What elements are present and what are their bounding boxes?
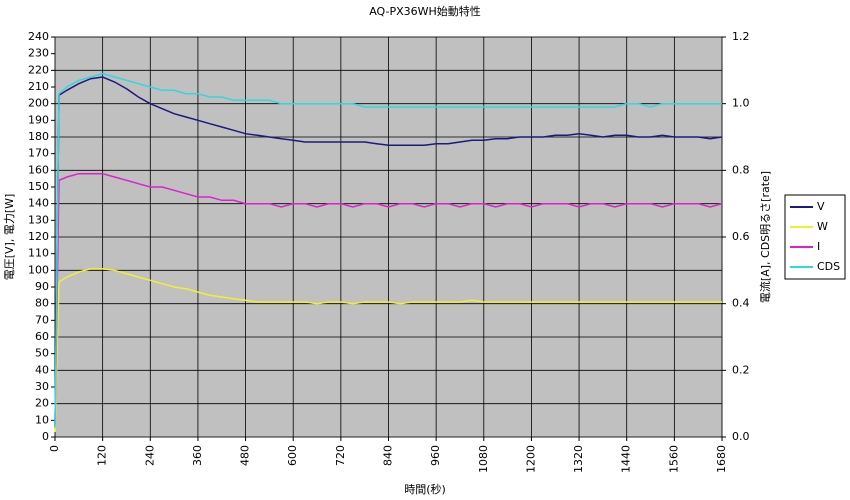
y2-tick-label: 1.2	[732, 30, 750, 43]
y-tick-label: 240	[28, 30, 49, 43]
y-tick-label: 70	[35, 313, 49, 326]
x-axis-label: 時間(秒)	[404, 482, 446, 496]
y-tick-label: 20	[35, 397, 49, 410]
y2-tick-label: 0.6	[732, 230, 750, 243]
x-tick-label: 720	[334, 445, 347, 466]
y-tick-label: 90	[35, 280, 49, 293]
legend-box	[784, 194, 846, 280]
x-tick-label: 1080	[477, 445, 490, 473]
x-tick-label: 1560	[667, 445, 680, 473]
y-tick-label: 210	[28, 80, 49, 93]
y2-axis-label: 電流[A], CDS明るさ[rate]	[758, 171, 772, 303]
x-tick-label: 1200	[524, 445, 537, 473]
legend-label: CDS	[817, 260, 840, 273]
y-tick-label: 230	[28, 47, 49, 60]
legend-label: W	[817, 220, 828, 233]
series-line	[54, 72, 722, 428]
legend-label: I	[817, 240, 820, 253]
x-tick-label: 480	[239, 445, 252, 466]
y-tick-label: 40	[35, 363, 49, 376]
legend-label: V	[817, 200, 825, 213]
y-tick-label: 140	[28, 197, 49, 210]
x-tick-label: 1320	[572, 445, 585, 473]
series-line	[54, 172, 723, 424]
y2-tick-label: 0.8	[732, 163, 750, 176]
x-tick-label: 360	[191, 445, 204, 466]
y-tick-label: 60	[35, 330, 49, 343]
y-tick-label: 0	[42, 430, 49, 443]
x-tick-label: 840	[382, 445, 395, 466]
y2-tick-label: 0.2	[732, 363, 750, 376]
y-tick-label: 160	[28, 163, 49, 176]
x-tick-label: 120	[96, 445, 109, 466]
y-tick-label: 150	[28, 180, 49, 193]
x-tick-label: 600	[286, 445, 299, 466]
y-tick-label: 10	[35, 413, 49, 426]
y-tick-label: 110	[28, 247, 49, 260]
x-tick-label: 960	[429, 445, 442, 466]
y-tick-label: 120	[28, 230, 49, 243]
chart-title: AQ-PX36WH始動特性	[369, 4, 481, 18]
y-tick-label: 80	[35, 297, 49, 310]
y2-tick-label: 1.0	[732, 97, 750, 110]
y-tick-label: 180	[28, 130, 49, 143]
y-tick-label: 50	[35, 347, 49, 360]
series-line	[54, 76, 723, 429]
y2-tick-label: 0.4	[732, 297, 750, 310]
series-line	[54, 267, 722, 433]
x-tick-label: 0	[48, 445, 61, 452]
y-tick-label: 130	[28, 213, 49, 226]
y-tick-label: 100	[28, 263, 49, 276]
x-tick-label: 1440	[620, 445, 633, 473]
y-tick-label: 200	[28, 97, 49, 110]
x-tick-label: 1680	[715, 445, 728, 473]
x-tick-label: 240	[143, 445, 156, 466]
y-tick-label: 190	[28, 113, 49, 126]
y2-tick-label: 0.0	[732, 430, 750, 443]
y-axis-label: 電圧[V], 電力[W]	[3, 194, 16, 281]
y-tick-label: 30	[35, 380, 49, 393]
y-tick-label: 170	[28, 147, 49, 160]
y-tick-label: 220	[28, 63, 49, 76]
